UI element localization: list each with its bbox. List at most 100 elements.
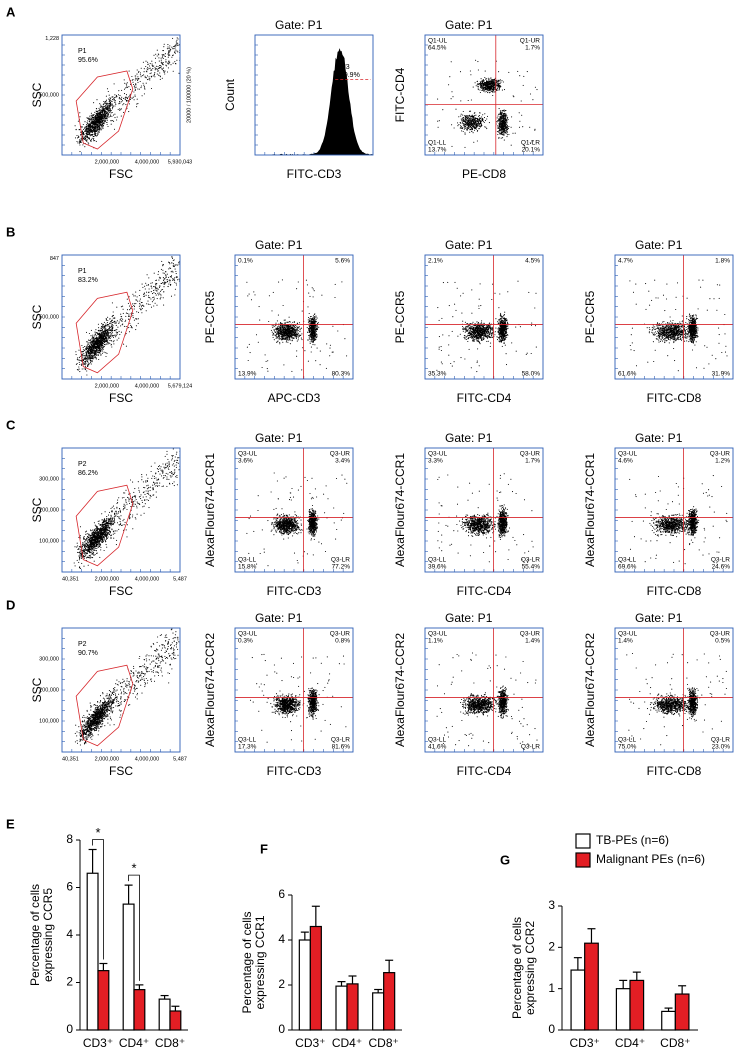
event-dot [139, 304, 141, 306]
event-dot [127, 302, 129, 304]
event-dot [483, 84, 485, 86]
event-dot [82, 132, 84, 134]
event-dot [285, 341, 287, 343]
event-dot [487, 92, 489, 94]
event-dot [276, 333, 278, 335]
event-dot [95, 116, 97, 118]
event-dot [295, 338, 297, 340]
event-dot [168, 261, 171, 264]
event-dot [176, 42, 178, 44]
event-dot [477, 115, 480, 117]
event-dot [129, 322, 131, 324]
event-dot [92, 122, 94, 124]
event-dot [88, 126, 90, 128]
event-dot [498, 137, 500, 139]
x-tick-label: 4,000,000 [135, 383, 159, 389]
event-dot [74, 137, 77, 139]
event-dot [105, 330, 107, 332]
event-dot [278, 328, 280, 330]
event-dot [278, 334, 280, 336]
event-dot [109, 110, 111, 112]
event-dot [97, 349, 99, 352]
event-dot [80, 134, 82, 136]
event-dot [148, 67, 150, 70]
event-dot [167, 51, 170, 53]
event-dot [145, 82, 147, 84]
quadrant-label: Q1-LL [428, 140, 446, 147]
event-dot [84, 129, 86, 131]
event-dot [107, 114, 109, 116]
event-dot [502, 131, 504, 133]
event-dot [85, 351, 87, 353]
event-dot [89, 126, 91, 128]
event-dot [299, 328, 301, 330]
event-dot [477, 123, 479, 125]
event-dot [90, 329, 92, 331]
event-dot [146, 68, 148, 70]
event-dot [134, 94, 136, 96]
event-dot [503, 110, 505, 113]
event-dot [156, 55, 158, 57]
event-dot [125, 345, 127, 347]
event-dot [95, 335, 98, 337]
event-dot [482, 117, 484, 119]
event-dot [115, 103, 117, 105]
event-dot [96, 349, 98, 351]
event-dot [85, 359, 87, 361]
event-dot [88, 125, 90, 127]
event-dot [107, 331, 109, 333]
event-dot [85, 362, 87, 364]
event-dot [482, 83, 485, 85]
event-dot [469, 129, 471, 131]
event-dot [107, 106, 109, 108]
event-dot [482, 85, 484, 87]
event-dot [89, 125, 91, 127]
event-dot [111, 96, 113, 98]
event-dot [108, 111, 110, 114]
event-dot [273, 339, 275, 341]
event-dot [153, 272, 155, 274]
event-dot [140, 309, 142, 311]
event-dot [502, 118, 504, 120]
event-dot [88, 127, 91, 129]
event-dot [168, 53, 170, 55]
event-dot [482, 114, 484, 116]
event-dot [474, 112, 476, 114]
event-dot [469, 117, 471, 119]
event-dot [489, 82, 492, 84]
event-dot [467, 121, 470, 123]
event-dot [95, 133, 97, 135]
event-dot [172, 265, 174, 267]
event-dot [95, 140, 97, 142]
event-dot [137, 300, 139, 302]
event-dot [82, 137, 85, 140]
event-dot [92, 129, 94, 131]
event-dot [475, 126, 477, 128]
event-dot [493, 87, 495, 89]
event-dot [101, 122, 103, 124]
gate-region-label: 95.6% [78, 57, 98, 64]
event-dot [292, 337, 294, 339]
event-dot [296, 340, 298, 342]
event-dot [160, 294, 162, 296]
event-dot [153, 74, 155, 76]
event-dot [87, 137, 89, 139]
event-dot [278, 330, 281, 332]
event-dot [177, 32, 178, 33]
event-dot [112, 114, 115, 116]
event-dot [112, 106, 114, 108]
event-dot [526, 71, 528, 73]
event-dot [103, 325, 105, 327]
event-dot [169, 54, 171, 56]
event-dot [298, 326, 300, 328]
event-dot [461, 120, 463, 122]
event-dot [117, 326, 119, 328]
event-dot [108, 336, 110, 338]
event-dot [109, 318, 111, 320]
event-dot [128, 313, 130, 315]
event-dot [473, 119, 475, 121]
event-dot [475, 123, 477, 125]
event-dot [499, 124, 501, 126]
event-dot [126, 82, 128, 84]
event-dot [284, 326, 286, 328]
